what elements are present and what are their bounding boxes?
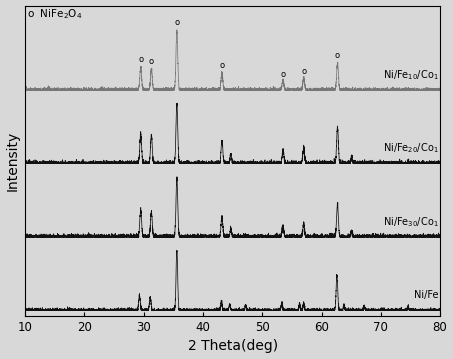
Text: o  NiFe$_2$O$_4$: o NiFe$_2$O$_4$ (27, 7, 82, 21)
Text: o: o (301, 67, 306, 76)
Text: o: o (335, 51, 340, 60)
Text: Ni/Fe$_{30}$/Co$_1$: Ni/Fe$_{30}$/Co$_1$ (383, 215, 439, 229)
Text: o: o (219, 61, 225, 70)
Text: Ni/Fe$_{10}$/Co$_1$: Ni/Fe$_{10}$/Co$_1$ (383, 68, 439, 82)
Text: o: o (138, 55, 143, 64)
X-axis label: 2 Theta(deg): 2 Theta(deg) (188, 340, 278, 354)
Text: o: o (174, 18, 179, 27)
Text: Ni/Fe$_{20}$/Co$_1$: Ni/Fe$_{20}$/Co$_1$ (383, 141, 439, 155)
Text: o: o (280, 70, 285, 79)
Text: Ni/Fe: Ni/Fe (414, 290, 439, 300)
Y-axis label: Intensity: Intensity (5, 131, 19, 191)
Text: o: o (149, 57, 154, 66)
